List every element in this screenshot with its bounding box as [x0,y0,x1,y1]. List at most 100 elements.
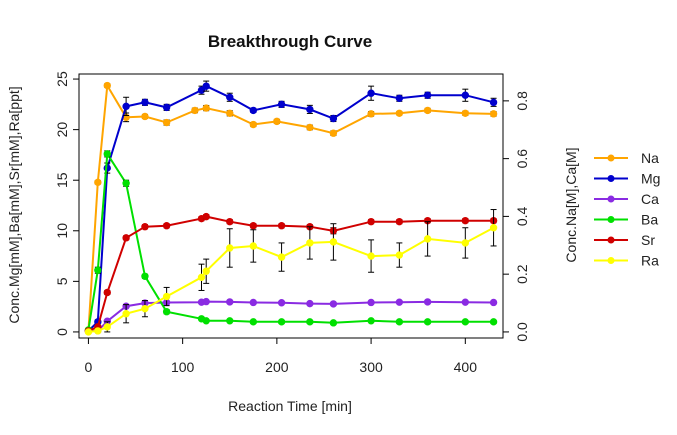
data-point [162,118,171,127]
data-point [489,318,498,326]
data-point [461,109,470,117]
y-axis-right-title: Conc.Na[M],Ca[M] [563,147,579,262]
data-point [249,298,258,307]
data-point [489,224,498,232]
legend-item-ba: Ba [594,212,658,228]
legend-marker [607,257,615,264]
y-left-tick-label: 15 [54,172,70,188]
data-point [141,272,149,280]
data-point [273,117,281,126]
data-point [249,106,258,115]
data-point [94,327,102,335]
legend-marker [607,216,615,223]
data-point [202,82,210,90]
series-na [84,81,498,336]
data-point [122,234,130,242]
y-right-tick-label: 0.6 [514,149,530,169]
data-point [277,222,286,230]
data-point [277,299,286,307]
legend-label: Ra [641,253,659,269]
x-tick-label: 0 [85,359,93,375]
data-point [141,223,149,231]
data-point [423,235,432,243]
legend: Na Mg Ca Ba Sr Ra [594,150,660,269]
data-point [367,110,375,118]
data-point [226,109,234,117]
data-point [367,317,375,325]
series-ra [84,209,498,336]
chart-title: Breakthrough Curve [208,32,372,51]
data-point [162,222,171,230]
data-point [226,317,234,325]
data-point [226,217,234,226]
data-point [249,318,258,326]
data-point [329,300,338,308]
data-point [191,106,199,115]
data-point [249,242,258,250]
data-point [395,109,404,117]
series-layer [84,80,498,336]
y-right-tick-label: 0.8 [514,91,530,111]
x-axis-title: Reaction Time [min] [228,398,352,414]
legend-item-sr: Sr [594,232,655,248]
data-point [395,318,404,326]
data-point [329,319,338,327]
data-point [277,318,286,326]
legend-label: Ba [641,212,658,228]
data-point [461,216,470,225]
data-point [489,298,498,307]
data-point [103,323,111,331]
data-point [367,217,375,226]
data-point [162,103,171,112]
data-point [141,98,149,107]
data-point [277,253,286,261]
data-point [461,318,470,326]
data-point [423,91,432,99]
data-point [395,251,404,259]
x-tick-label: 100 [171,359,195,375]
data-point [122,179,130,187]
data-point [226,244,234,252]
data-point [202,297,210,306]
data-point [306,299,314,308]
data-point [197,273,206,282]
data-point [367,298,375,307]
legend-item-mg: Mg [594,171,660,187]
data-point [306,318,314,326]
data-point [423,318,432,326]
y-right-tick-label: 0.0 [514,322,530,342]
data-point [162,292,171,301]
legend-item-ca: Ca [594,191,659,207]
data-point [249,120,258,129]
series-line [87,82,494,332]
plot-frame [78,73,504,339]
data-point [94,266,102,274]
data-point [141,112,149,121]
y-right-tick-label: 0.2 [514,264,530,284]
y-left-tick-label: 25 [54,71,70,87]
data-point [329,129,338,137]
data-point [329,114,338,123]
data-point [395,298,404,306]
data-point [461,239,470,247]
y-axis-left-title: Conc.Mg[mM],Ba[mM],Sr[mM],Ra[ppt] [6,86,22,323]
series-line [88,215,494,332]
y-left-tick-label: 20 [54,122,70,138]
data-point [489,98,498,107]
legend-marker [607,236,615,244]
data-point [122,310,130,318]
legend-label: Sr [641,232,655,248]
legend-label: Na [641,150,659,166]
legend-marker [607,175,615,182]
data-point [141,304,149,313]
series-line [87,84,494,332]
data-point [423,106,432,115]
axes: 0 100 200 300 400 0 5 10 15 20 25 0.0 0.2 0.4 0.6 0.8 [54,71,530,375]
data-point [395,217,404,226]
data-point [306,239,314,247]
data-point [329,238,338,246]
data-point [249,222,258,230]
data-point [162,308,171,316]
series-line [87,150,494,331]
data-point [197,86,206,94]
